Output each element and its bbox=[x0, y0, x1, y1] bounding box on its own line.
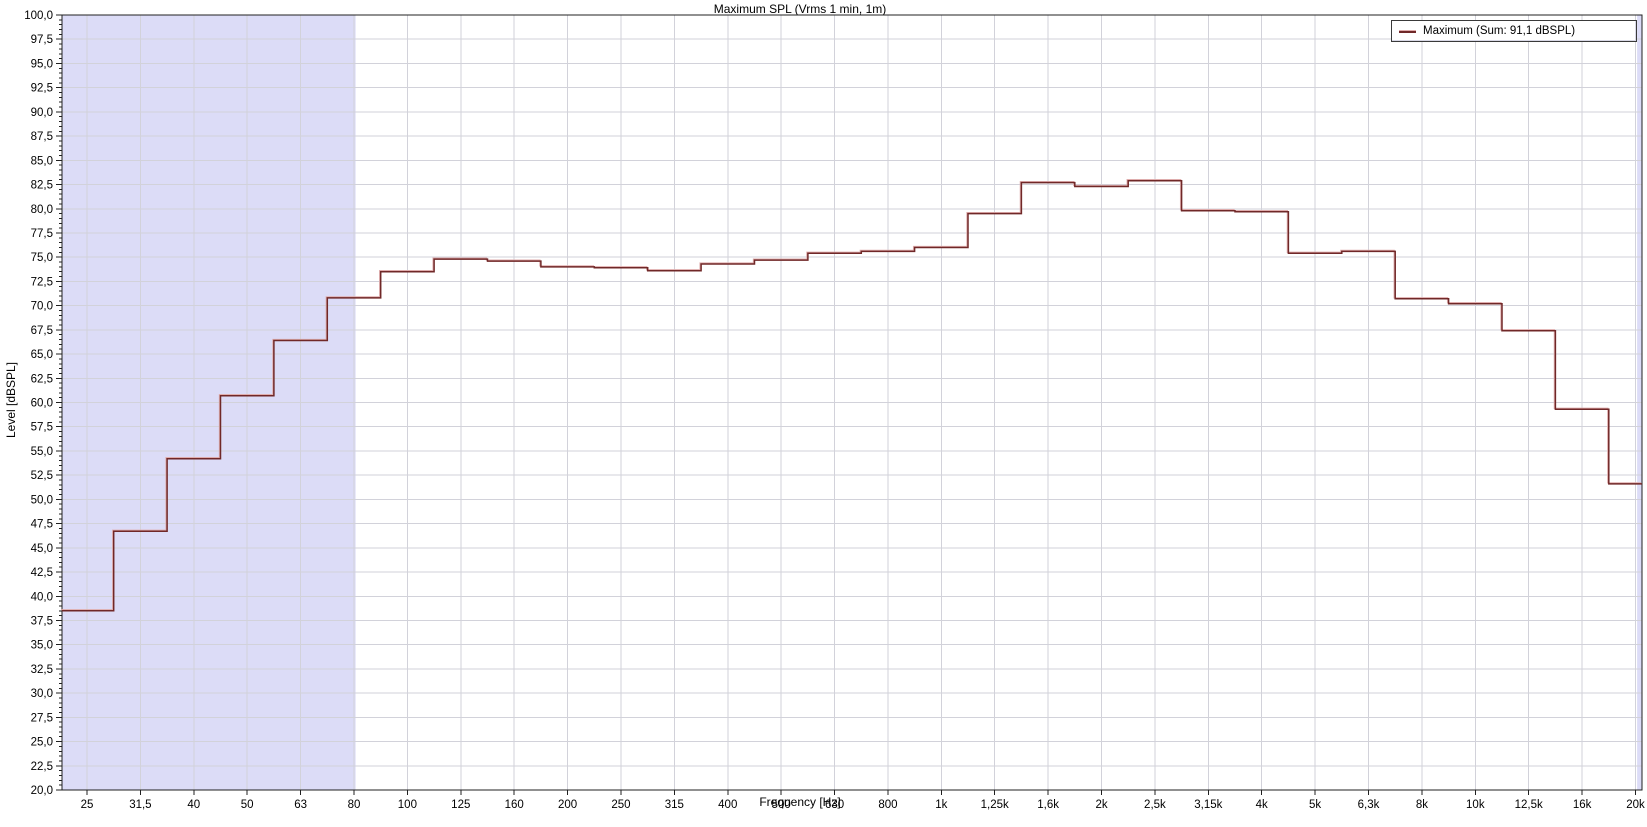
y-tick-label: 80,0 bbox=[31, 204, 53, 216]
y-tick-label: 90,0 bbox=[31, 107, 53, 119]
y-tick-label: 22,5 bbox=[31, 761, 53, 773]
y-tick-label: 97,5 bbox=[31, 34, 53, 46]
x-tick-label: 6,3k bbox=[1358, 799, 1380, 811]
y-tick-label: 52,5 bbox=[31, 470, 53, 482]
x-tick-label: 5k bbox=[1309, 799, 1321, 811]
x-tick-label: 315 bbox=[665, 799, 684, 811]
y-tick-label: 40,0 bbox=[31, 591, 53, 603]
x-tick-label: 10k bbox=[1466, 799, 1485, 811]
y-tick-label: 65,0 bbox=[31, 349, 53, 361]
y-tick-label: 42,5 bbox=[31, 567, 53, 579]
x-tick-label: 1,6k bbox=[1037, 799, 1059, 811]
x-tick-label: 3,15k bbox=[1194, 799, 1222, 811]
x-tick-label: 1,25k bbox=[981, 799, 1009, 811]
x-tick-label: 250 bbox=[611, 799, 630, 811]
y-tick-label: 82,5 bbox=[31, 180, 53, 192]
x-tick-label: 80 bbox=[348, 799, 361, 811]
y-tick-label: 77,5 bbox=[31, 228, 53, 240]
y-tick-label: 100,0 bbox=[24, 10, 53, 22]
y-tick-label: 45,0 bbox=[31, 543, 53, 555]
y-tick-label: 20,0 bbox=[31, 785, 53, 797]
y-tick-label: 37,5 bbox=[31, 615, 53, 627]
y-tick-label: 72,5 bbox=[31, 276, 53, 288]
x-tick-label: 2k bbox=[1095, 799, 1107, 811]
x-tick-label: 31,5 bbox=[129, 799, 151, 811]
x-tick-label: 125 bbox=[451, 799, 470, 811]
plot-border bbox=[61, 14, 1643, 791]
x-tick-label: 800 bbox=[878, 799, 897, 811]
y-tick-label: 85,0 bbox=[31, 155, 53, 167]
legend-label: Maximum (Sum: 91,1 dBSPL) bbox=[1423, 25, 1576, 37]
x-tick-label: 2,5k bbox=[1144, 799, 1166, 811]
series-line-maximum bbox=[62, 179, 1642, 612]
y-tick-label: 92,5 bbox=[31, 83, 53, 95]
y-tick-label: 67,5 bbox=[31, 325, 53, 337]
x-tick-label: 500 bbox=[772, 799, 791, 811]
x-tick-label: 400 bbox=[718, 799, 737, 811]
y-tick-label: 50,0 bbox=[31, 494, 53, 506]
y-tick-label: 25,0 bbox=[31, 737, 53, 749]
x-tick-label: 16k bbox=[1573, 799, 1592, 811]
y-tick-label: 27,5 bbox=[31, 712, 53, 724]
x-tick-label: 160 bbox=[505, 799, 524, 811]
y-tick-label: 60,0 bbox=[31, 398, 53, 410]
x-tick-label: 630 bbox=[825, 799, 844, 811]
x-tick-label: 40 bbox=[187, 799, 200, 811]
x-tick-label: 8k bbox=[1416, 799, 1428, 811]
y-tick-label: 32,5 bbox=[31, 664, 53, 676]
x-axis-title: Frequency [Hz] bbox=[759, 795, 841, 809]
y-tick-label: 57,5 bbox=[31, 422, 53, 434]
x-tick-label: 1k bbox=[935, 799, 947, 811]
y-tick-label: 30,0 bbox=[31, 688, 53, 700]
chart-title: Maximum SPL (Vrms 1 min, 1m) bbox=[713, 2, 887, 16]
x-tick-label: 4k bbox=[1256, 799, 1268, 811]
x-tick-label: 25 bbox=[81, 799, 94, 811]
legend[interactable]: Maximum (Sum: 91,1 dBSPL) bbox=[1391, 20, 1637, 42]
y-tick-label: 47,5 bbox=[31, 519, 53, 531]
x-tick-label: 50 bbox=[241, 799, 254, 811]
y-tick-label: 95,0 bbox=[31, 58, 53, 70]
x-tick-label: 100 bbox=[398, 799, 417, 811]
y-tick-label: 62,5 bbox=[31, 373, 53, 385]
x-tick-label: 63 bbox=[294, 799, 307, 811]
x-tick-label: 12,5k bbox=[1515, 799, 1543, 811]
y-tick-label: 70,0 bbox=[31, 301, 53, 313]
x-tick-label: 20k bbox=[1626, 799, 1645, 811]
y-tick-label: 35,0 bbox=[31, 640, 53, 652]
y-tick-label: 87,5 bbox=[31, 131, 53, 143]
y-tick-label: 55,0 bbox=[31, 446, 53, 458]
y-tick-label: 75,0 bbox=[31, 252, 53, 264]
x-tick-label: 200 bbox=[558, 799, 577, 811]
legend-line-swatch-icon bbox=[1399, 29, 1416, 33]
series-line-halo bbox=[61, 179, 1641, 611]
